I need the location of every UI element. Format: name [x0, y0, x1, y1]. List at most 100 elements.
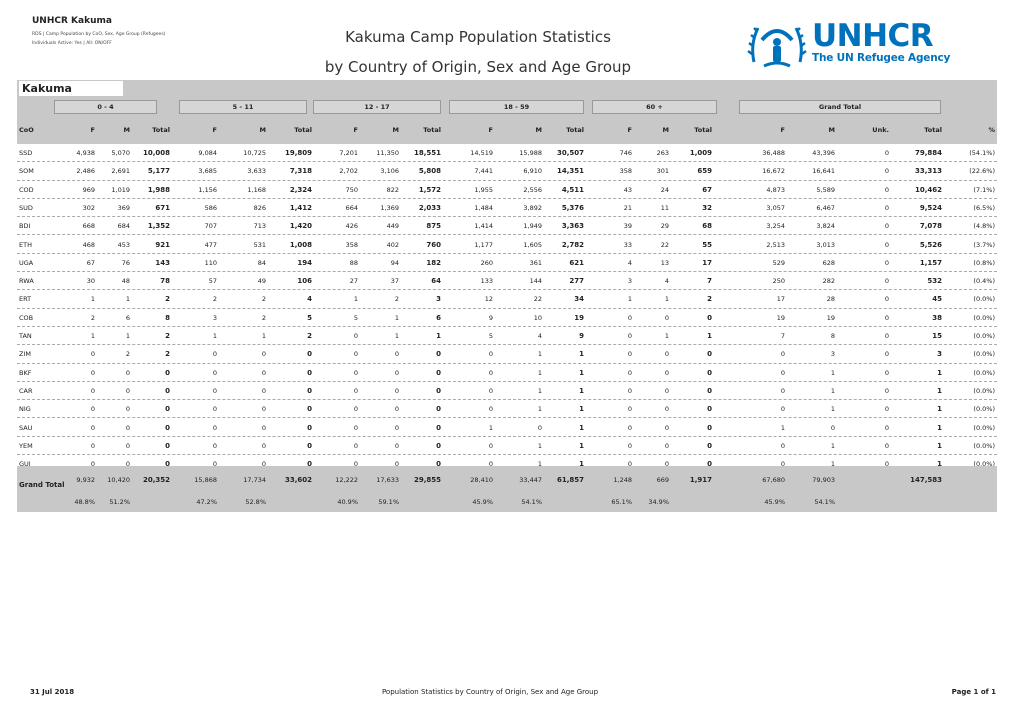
table-cell: 2,556 — [523, 185, 542, 194]
table-cell: 11 — [660, 203, 669, 212]
table-cell: 302 — [82, 203, 95, 212]
table-cell: 133 — [480, 277, 493, 286]
table-cell: 0 — [307, 423, 312, 432]
table-cell: 0 — [627, 386, 632, 395]
table-cell: 0 — [125, 386, 130, 395]
table-cell: 1 — [664, 332, 669, 340]
table-cell: (4.8%) — [973, 222, 995, 231]
table-cell: 449 — [386, 222, 399, 231]
grand-total-cell: 28,410 — [470, 476, 493, 484]
table-cell: 0 — [436, 368, 441, 377]
table-cell: 1 — [579, 368, 584, 377]
table-cell: 0 — [307, 368, 312, 377]
table-cell: 8 — [165, 313, 170, 322]
table-row: SOM 2,486 2,691 5,177 3,685 3,633 7,318 2,702 3,… — [17, 162, 997, 181]
table-row: BKF 0 0 0 0 0 0 0 0 0 0 1 1 0 0 0 0 1 0 1 (0.0%) — [17, 364, 997, 382]
table-cell: 746 — [619, 149, 632, 157]
grand-total-percent: 51.2% — [109, 498, 130, 506]
table-cell: 0 — [627, 368, 632, 377]
table-cell: 1 — [125, 295, 130, 304]
table-cell: 16,672 — [762, 167, 785, 176]
table-cell: 0 — [125, 405, 130, 414]
table-cell: 17 — [702, 258, 712, 267]
grand-total-percent: 34.9% — [648, 498, 669, 506]
table-cell: 1 — [830, 386, 835, 395]
table-cell: 0 — [394, 405, 399, 414]
country-code: SOM — [19, 167, 34, 176]
table-cell: 0 — [261, 386, 266, 395]
table-cell: 33,313 — [914, 167, 942, 176]
table-cell: 0 — [394, 460, 399, 469]
table-cell: 3,106 — [380, 167, 399, 176]
table-cell: 0 — [165, 405, 170, 414]
table-cell: 1 — [537, 441, 542, 450]
table-cell: 5 — [307, 313, 312, 322]
table-cell: 1,955 — [474, 185, 493, 194]
country-code: UGA — [19, 258, 34, 267]
table-cell: 426 — [345, 222, 358, 231]
table-cell: 0 — [212, 441, 217, 450]
table-cell: 9,524 — [919, 203, 942, 212]
table-cell: 0 — [884, 423, 889, 432]
table-cell: 0 — [353, 332, 358, 340]
table-cell: 4 — [627, 258, 632, 267]
table-cell: 531 — [253, 240, 266, 249]
table-cell: 1,412 — [289, 203, 312, 212]
table-cell: 49 — [257, 277, 266, 286]
table-cell: 0 — [165, 460, 170, 469]
table-cell: 0 — [780, 441, 785, 450]
table-cell: (0.0%) — [973, 441, 995, 450]
report-subtitle: RDS | Camp Population by CoO, Sex, Age G… — [32, 32, 166, 37]
table-cell: 0 — [436, 441, 441, 450]
report-title-line1: Kakuma Camp Population Statistics — [345, 28, 611, 46]
table-cell: 1 — [436, 332, 441, 340]
table-cell: 586 — [204, 203, 217, 212]
table-cell: (3.7%) — [973, 240, 995, 249]
table-cell: 969 — [82, 185, 95, 194]
population-table: Kakuma 0 - 4 5 - 11 12 - 17 18 - 59 60 + Gran… — [17, 80, 997, 512]
table-cell: 78 — [160, 277, 170, 286]
column-header-m: M — [392, 126, 399, 134]
table-cell: 0 — [353, 386, 358, 395]
table-cell: 0 — [707, 405, 712, 414]
table-cell: 13 — [660, 258, 669, 267]
table-cell: 14,519 — [470, 149, 493, 157]
table-row: RWA 30 48 78 57 49 106 27 37 64 133 144 277 3 4 7 250 282… — [17, 272, 997, 291]
table-cell: 3,892 — [523, 203, 542, 212]
column-header-m: M — [535, 126, 542, 134]
table-cell: 55 — [702, 240, 712, 249]
table-cell: 0 — [436, 460, 441, 469]
grand-total-cell: 9,932 — [76, 476, 95, 484]
table-cell: 1 — [394, 332, 399, 340]
table-cell: 2,691 — [111, 167, 130, 176]
table-row: SAU 0 0 0 0 0 0 0 0 0 1 0 1 0 0 0 1 0 0 1 (0.0%) — [17, 419, 997, 437]
table-cell: 24 — [660, 185, 669, 194]
table-cell: 0 — [353, 441, 358, 450]
table-cell: 88 — [349, 258, 358, 267]
table-cell: (0.0%) — [973, 350, 995, 359]
table-cell: 0 — [664, 350, 669, 359]
table-cell: 3,013 — [816, 240, 835, 249]
table-cell: 1 — [937, 460, 942, 469]
table-cell: 1,949 — [523, 222, 542, 231]
table-cell: 27 — [349, 277, 358, 286]
table-cell: 30,507 — [556, 149, 584, 157]
table-cell: 68 — [702, 222, 712, 231]
table-cell: 2 — [212, 295, 217, 304]
grand-total-cell: 147,583 — [910, 476, 942, 484]
table-cell: 361 — [529, 258, 542, 267]
table-cell: 0 — [664, 368, 669, 377]
table-cell: (0.0%) — [973, 313, 995, 322]
table-cell: 5,177 — [147, 167, 170, 176]
grand-total-cell: 33,447 — [519, 476, 542, 484]
table-cell: 0 — [488, 350, 493, 359]
table-cell: 0 — [353, 405, 358, 414]
table-cell: 1 — [830, 405, 835, 414]
logo-brand: UNHCR — [812, 18, 934, 54]
table-cell: 2 — [165, 295, 170, 304]
table-cell: 4,938 — [76, 149, 95, 157]
table-cell: 2 — [707, 295, 712, 304]
table-cell: 5,376 — [561, 203, 584, 212]
grand-total-cell: 79,903 — [812, 476, 835, 484]
table-cell: 1 — [579, 405, 584, 414]
